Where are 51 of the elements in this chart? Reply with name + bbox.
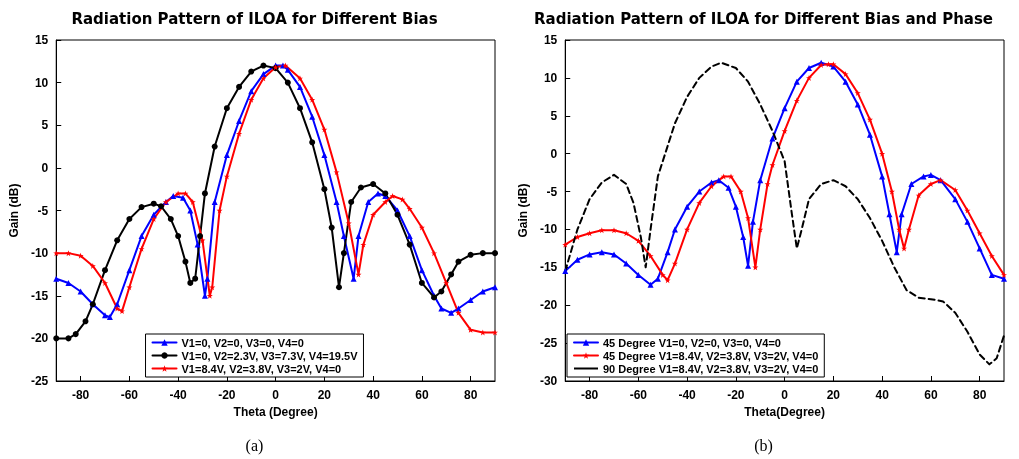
x-axis-title: Theta(Degree) xyxy=(744,404,825,419)
y-tick-label: -5 xyxy=(546,184,558,199)
x-tick-label: 40 xyxy=(366,388,381,402)
y-tick-label: -5 xyxy=(37,203,49,218)
y-tick-label: 0 xyxy=(550,146,558,161)
x-tick-label: -20 xyxy=(727,388,745,402)
y-tick-label: -20 xyxy=(30,331,49,346)
text: (a) xyxy=(245,436,264,455)
chart-title: Radiation Pattern of ILOA for Different Bias xyxy=(71,9,438,28)
x-tick-label: 0 xyxy=(781,388,789,402)
y-tick-label: -15 xyxy=(539,260,558,275)
x-tick-label: 40 xyxy=(875,388,890,402)
legend-label: 90 Degree V1=8.4V, V2=3.8V, V3=2V, V4=0 xyxy=(603,362,819,375)
x-tick-label: 60 xyxy=(415,388,429,402)
y-tick-label: -10 xyxy=(30,246,49,261)
y-tick-label: 5 xyxy=(550,108,558,123)
y-tick-label: 15 xyxy=(543,33,558,47)
y-tick-label: -15 xyxy=(30,288,49,303)
x-tick-label: -60 xyxy=(120,388,139,402)
x-tick-label: -40 xyxy=(169,388,188,402)
y-tick-label: -25 xyxy=(539,336,558,351)
y-axis-title: Gain (dB) xyxy=(516,183,530,238)
y-tick-label: 10 xyxy=(34,75,49,90)
x-tick-label: -60 xyxy=(629,388,648,402)
x-tick-label: 0 xyxy=(272,388,280,402)
y-tick-label: -20 xyxy=(539,298,558,313)
x-tick-label: 80 xyxy=(972,388,987,402)
legend-label: 45 Degree V1=8.4V, V2=3.8V, V3=2V, V4=0 xyxy=(603,349,819,362)
x-tick-label: -40 xyxy=(678,388,697,402)
y-tick-label: -10 xyxy=(539,222,558,237)
x-axis-title: Theta (Degree) xyxy=(233,404,318,419)
legend-label: V1=0, V2=0, V3=0, V4=0 xyxy=(181,336,304,349)
x-tick-label: -20 xyxy=(218,388,236,402)
legend-label: V1=0, V2=2.3V, V3=7.3V, V4=19.5V xyxy=(181,349,359,362)
x-tick-label: -80 xyxy=(580,388,599,402)
x-tick-label: 20 xyxy=(826,388,841,402)
x-tick-label: 20 xyxy=(317,388,332,402)
chart-title: Radiation Pattern of ILOA for Different Bias and Phase xyxy=(533,9,994,28)
y-tick-label: 5 xyxy=(41,118,49,133)
y-axis-title: Gain (dB) xyxy=(7,183,21,238)
y-tick-label: 15 xyxy=(34,33,49,47)
x-tick-label: 80 xyxy=(463,388,478,402)
x-tick-label: -80 xyxy=(71,388,90,402)
text: (b) xyxy=(754,436,773,455)
y-tick-label: -25 xyxy=(30,374,49,388)
y-tick-label: 0 xyxy=(41,160,49,175)
y-tick-label: 10 xyxy=(543,70,558,85)
x-tick-label: 60 xyxy=(924,388,938,402)
legend-label: V1=8.4V, V2=3.8V, V3=2V, V4=0 xyxy=(181,362,342,375)
y-tick-label: -30 xyxy=(539,374,558,388)
legend-label: 45 Degree V1=0, V2=0, V3=0, V4=0 xyxy=(603,336,781,349)
